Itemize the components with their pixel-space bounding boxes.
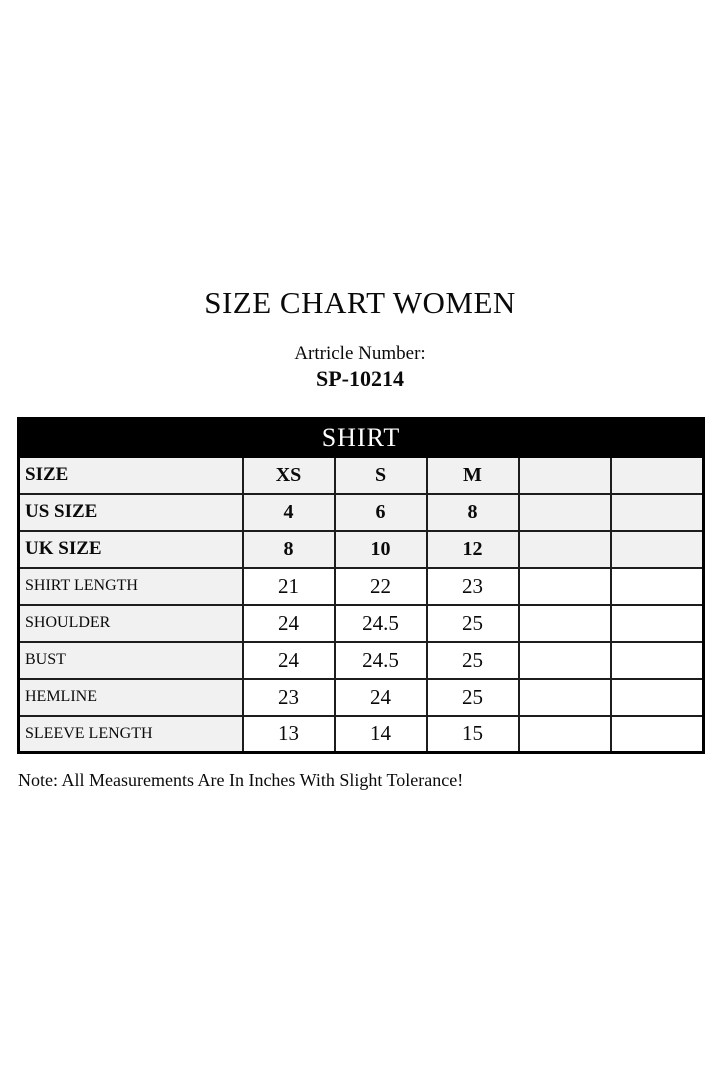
table-row-us-size: US SIZE 4 6 8 [17, 492, 705, 532]
empty-cell [517, 677, 612, 717]
empty-cell [609, 603, 705, 643]
empty-cell [517, 455, 612, 495]
empty-cell [609, 677, 705, 717]
value-cell: 24.5 [333, 640, 428, 680]
empty-cell [609, 640, 705, 680]
empty-cell [517, 714, 612, 754]
empty-cell [609, 714, 705, 754]
value-cell: 22 [333, 566, 428, 606]
empty-cell [609, 492, 705, 532]
table-row-shoulder: SHOULDER 24 24.5 25 [17, 603, 705, 643]
measurements-note: Note: All Measurements Are In Inches Wit… [18, 770, 464, 790]
table-row-bust: BUST 24 24.5 25 [17, 640, 705, 680]
table-row-uk-size: UK SIZE 8 10 12 [17, 529, 705, 569]
empty-cell [517, 640, 612, 680]
empty-cell [609, 566, 705, 606]
row-label: SIZE [17, 455, 244, 495]
page-title: SIZE CHART WOMEN [204, 285, 516, 320]
row-label: SHIRT LENGTH [17, 566, 244, 606]
value-cell: 6 [333, 492, 428, 532]
row-label: BUST [17, 640, 244, 680]
table-row-hemline: HEMLINE 23 24 25 [17, 677, 705, 717]
value-cell: 24 [241, 603, 336, 643]
value-cell: 24 [241, 640, 336, 680]
size-chart-table: SHIRT SIZE XS S M US SIZE 4 6 8 UK SIZE 8 10 12 SHIR… [17, 417, 705, 754]
value-cell: M [425, 455, 520, 495]
row-label: US SIZE [17, 492, 244, 532]
empty-cell [609, 455, 705, 495]
article-number-label: Artricle Number: [294, 343, 426, 364]
value-cell: 13 [241, 714, 336, 754]
value-cell: 14 [333, 714, 428, 754]
table-row-sleeve-length: SLEEVE LENGTH 13 14 15 [17, 714, 705, 754]
table-title-row: SHIRT [17, 417, 705, 458]
value-cell: XS [241, 455, 336, 495]
row-label: SLEEVE LENGTH [17, 714, 244, 754]
table-title: SHIRT [17, 417, 705, 458]
empty-cell [517, 566, 612, 606]
empty-cell [517, 603, 612, 643]
value-cell: 25 [425, 603, 520, 643]
empty-cell [517, 492, 612, 532]
row-label: UK SIZE [17, 529, 244, 569]
empty-cell [609, 529, 705, 569]
table-row-size: SIZE XS S M [17, 455, 705, 495]
value-cell: 25 [425, 640, 520, 680]
value-cell: 23 [425, 566, 520, 606]
row-label: HEMLINE [17, 677, 244, 717]
value-cell: 21 [241, 566, 336, 606]
value-cell: 12 [425, 529, 520, 569]
row-label: SHOULDER [17, 603, 244, 643]
value-cell: 25 [425, 677, 520, 717]
value-cell: S [333, 455, 428, 495]
article-number-value: SP-10214 [316, 366, 404, 391]
table-row-shirt-length: SHIRT LENGTH 21 22 23 [17, 566, 705, 606]
value-cell: 8 [425, 492, 520, 532]
value-cell: 23 [241, 677, 336, 717]
value-cell: 8 [241, 529, 336, 569]
empty-cell [517, 529, 612, 569]
value-cell: 10 [333, 529, 428, 569]
value-cell: 15 [425, 714, 520, 754]
value-cell: 24.5 [333, 603, 428, 643]
value-cell: 4 [241, 492, 336, 532]
value-cell: 24 [333, 677, 428, 717]
